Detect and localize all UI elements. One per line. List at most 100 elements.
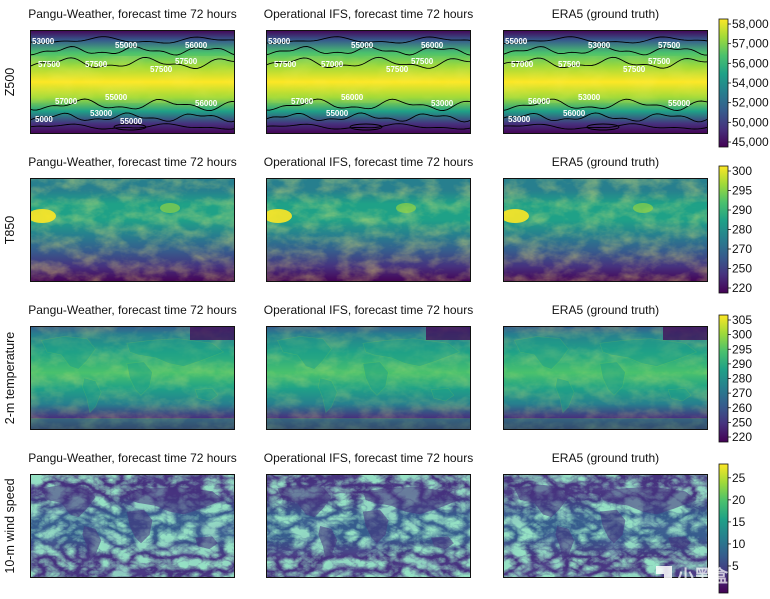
contour-line xyxy=(266,98,471,111)
contour-line xyxy=(30,46,235,56)
contour-line xyxy=(266,123,471,130)
contour-line xyxy=(266,46,471,56)
colorbar-tick-label: 300 xyxy=(732,328,752,342)
colorbar-tick-label: 25 xyxy=(732,471,746,485)
hot-spot xyxy=(503,209,529,223)
contour-line xyxy=(266,36,471,45)
contour-loop xyxy=(113,123,147,131)
contour-label: 55000 xyxy=(326,109,349,118)
continent-shape xyxy=(431,536,454,550)
contour-line xyxy=(30,56,235,69)
colorbar xyxy=(718,463,731,594)
continent-shape xyxy=(599,509,626,544)
colorbar-tick-label: 10 xyxy=(732,537,746,551)
continent-shape xyxy=(277,484,332,518)
continent-shape xyxy=(195,536,218,550)
contour-label: 55000 xyxy=(668,99,691,108)
continent-shape xyxy=(514,484,569,518)
panel-title: ERA5 (ground truth) xyxy=(552,7,659,21)
contour-line xyxy=(30,123,235,130)
panel-frame xyxy=(266,30,471,134)
map-panel xyxy=(266,326,471,430)
colorbar-tick-label: 45,000 xyxy=(732,135,769,149)
map-panel xyxy=(30,326,235,430)
continent-shape xyxy=(82,377,102,414)
contour-label: 53000 xyxy=(90,109,113,118)
continent-shape xyxy=(599,338,698,367)
colorbar-tick-label: 58,000 xyxy=(732,17,769,31)
contour-line xyxy=(503,56,708,69)
contour-loop xyxy=(586,123,620,131)
continent-shape xyxy=(362,509,389,544)
panel-title: Pangu-Weather, forecast time 72 hours xyxy=(28,7,237,21)
colorbar-gradient xyxy=(718,18,729,148)
colorbar-tick-label: 250 xyxy=(732,262,752,276)
contour-label: 57500 xyxy=(648,57,671,66)
cold-region xyxy=(190,326,235,340)
colorbar-tick-label: 290 xyxy=(732,203,752,217)
contour-label: 53000 xyxy=(578,93,601,102)
contour-line xyxy=(503,98,708,111)
continent-shape xyxy=(194,388,219,402)
contour-label: 57500 xyxy=(175,57,198,66)
colorbar xyxy=(718,314,731,443)
cold-region xyxy=(663,326,708,340)
contour-line xyxy=(266,112,471,123)
row-label: 10-m wind speed xyxy=(3,478,17,573)
contour-label: 56000 xyxy=(185,41,208,50)
panel-frame xyxy=(266,474,471,578)
panel-title: Operational IFS, forecast time 72 hours xyxy=(264,303,473,317)
contour-label: 55000 xyxy=(120,117,143,126)
panel-title: ERA5 (ground truth) xyxy=(552,451,659,465)
colorbar-gradient xyxy=(718,463,729,594)
contour-label: 53000 xyxy=(431,99,454,108)
map-panel xyxy=(30,178,235,282)
continent-shape xyxy=(82,526,102,561)
contour-label: 57500 xyxy=(274,60,297,69)
contour-label: 57000 xyxy=(291,97,314,106)
contour-label: 57000 xyxy=(321,60,344,69)
panel-title: ERA5 (ground truth) xyxy=(552,155,659,169)
contour-label: 57500 xyxy=(658,41,681,50)
continent-shape xyxy=(668,536,691,550)
panel-frame xyxy=(30,326,235,430)
contour-label: 53000 xyxy=(32,37,55,46)
contour-label: 57500 xyxy=(558,60,581,69)
colorbar-tick-label: 220 xyxy=(732,430,752,444)
colorbar-tick-label: 57,000 xyxy=(732,37,769,51)
panel-frame xyxy=(503,326,708,430)
colorbar-tick-label: 220 xyxy=(732,281,752,295)
row-label: 2-m temperature xyxy=(3,332,17,424)
colorbar xyxy=(718,165,731,294)
contour-line xyxy=(30,36,235,45)
continent-shape xyxy=(555,377,575,414)
contour-label: 57000 xyxy=(55,97,78,106)
continent-shape xyxy=(30,418,235,430)
contour-line xyxy=(503,45,708,56)
panel-frame xyxy=(30,474,235,578)
continent-shape xyxy=(126,486,224,515)
colorbar-tick-label: 300 xyxy=(732,164,752,178)
watermark-logo: 小黑盒 xyxy=(656,566,729,586)
map-panel xyxy=(503,326,708,430)
map-panel xyxy=(266,474,471,578)
contour-line xyxy=(503,112,708,123)
panel-frame xyxy=(30,178,235,282)
panel-frame xyxy=(266,326,471,430)
map-panel xyxy=(30,474,235,578)
map-panel xyxy=(503,474,708,578)
colorbar-tick-label: 260 xyxy=(732,401,752,415)
panel-title: Operational IFS, forecast time 72 hours xyxy=(264,451,473,465)
colorbar-tick-label: 20 xyxy=(732,493,746,507)
colorbar-tick-label: 280 xyxy=(732,223,752,237)
colorbar-gradient xyxy=(718,165,729,294)
colorbar-tick-label: 290 xyxy=(732,357,752,371)
colorbar-tick-label: 270 xyxy=(732,386,752,400)
hot-spot xyxy=(30,209,56,223)
contour-label: 53000 xyxy=(588,41,611,50)
contour-line xyxy=(503,123,708,130)
